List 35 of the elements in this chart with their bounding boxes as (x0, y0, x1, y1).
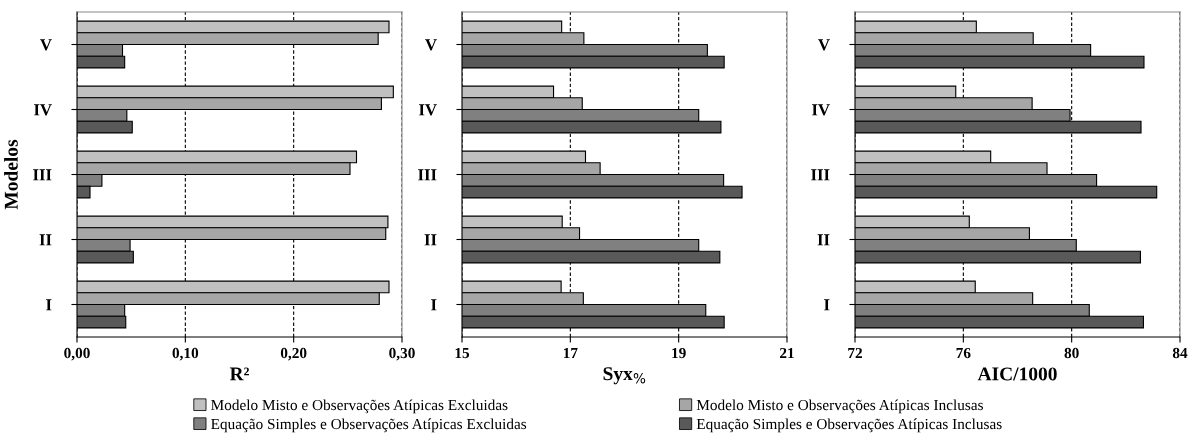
x-tick-label: 0,30 (389, 347, 415, 361)
x-tick-label: 17 (563, 347, 578, 359)
y-tick-label: V (425, 39, 437, 51)
x-axis-title: R² (229, 367, 249, 381)
legend-label: Modelo Misto e Observações Atípicas Excluidas (211, 399, 508, 414)
x-tick-label: 84 (1172, 347, 1188, 359)
y-tick-label: I (46, 299, 52, 311)
y-tick-label: V (818, 39, 830, 51)
y-tick-label: III (418, 169, 437, 181)
legend-label: Equação Simples e Observações Atípicas Inclusas (696, 418, 1002, 433)
x-tick-label: 0,00 (64, 347, 90, 361)
legend-label: Equação Simples e Observações Atípicas Excluidas (211, 418, 527, 433)
y-tick-label: IV (419, 104, 437, 116)
y-tick-label: IV (812, 104, 830, 116)
legend-label: Modelo Misto e Observações Atípicas Inclusas (696, 399, 983, 414)
y-tick-label: II (817, 234, 830, 246)
x-axis-title: Syx$_{%}$ (603, 367, 646, 385)
x-tick-label: 76 (956, 347, 971, 359)
y-axis-title: Modelos (4, 139, 18, 210)
x-tick-label: 15 (455, 347, 470, 359)
y-tick-label: IV (34, 104, 52, 116)
y-tick-label: I (431, 299, 437, 311)
x-tick-label: 80 (1064, 347, 1079, 359)
x-tick-label: 21 (780, 347, 794, 359)
y-tick-label: III (33, 169, 52, 181)
x-axis-title: AIC/1000 (977, 367, 1057, 381)
x-tick-label: 72 (848, 347, 862, 359)
x-tick-label: 0,20 (280, 347, 307, 361)
y-tick-label: I (824, 299, 830, 311)
y-tick-label: II (424, 234, 437, 246)
x-tick-label: 0,10 (172, 347, 199, 361)
x-tick-label: 19 (672, 347, 686, 359)
y-tick-label: II (39, 234, 52, 246)
y-tick-label: III (811, 169, 830, 181)
y-tick-label: V (40, 39, 52, 51)
